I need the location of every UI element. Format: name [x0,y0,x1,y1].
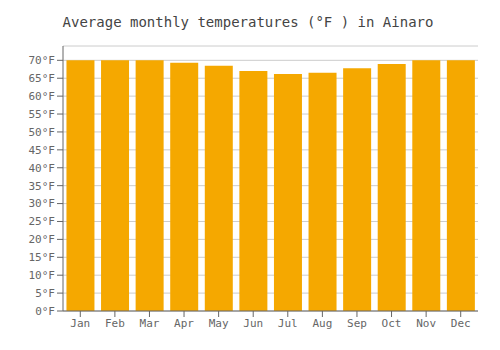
svg-text:0°F: 0°F [35,305,55,318]
svg-text:45°F: 45°F [29,144,56,157]
svg-text:Jun: Jun [243,317,263,330]
svg-text:60°F: 60°F [29,90,56,103]
svg-text:65°F: 65°F [29,72,56,85]
svg-text:25°F: 25°F [29,215,56,228]
svg-text:Sep: Sep [347,317,367,330]
svg-text:30°F: 30°F [29,197,56,210]
svg-text:55°F: 55°F [29,108,56,121]
svg-text:Jan: Jan [70,317,90,330]
svg-text:35°F: 35°F [29,180,56,193]
svg-text:Apr: Apr [174,317,194,330]
svg-text:50°F: 50°F [29,126,56,139]
svg-text:10°F: 10°F [29,269,56,282]
svg-text:May: May [209,317,229,330]
svg-text:5°F: 5°F [35,287,55,300]
svg-text:20°F: 20°F [29,233,56,246]
svg-text:Dec: Dec [451,317,471,330]
svg-text:Jul: Jul [278,317,298,330]
svg-text:Oct: Oct [382,317,402,330]
svg-text:15°F: 15°F [29,251,56,264]
svg-text:70°F: 70°F [29,54,56,67]
svg-text:Nov: Nov [416,317,436,330]
html-text:Average monthly temperatures (: Average monthly temperatures (°F ) in Ai… [62,14,434,30]
svg-text:Feb: Feb [105,317,125,330]
svg-text:Aug: Aug [312,317,332,330]
svg-text:40°F: 40°F [29,162,56,175]
svg-text:Mar: Mar [140,317,160,330]
